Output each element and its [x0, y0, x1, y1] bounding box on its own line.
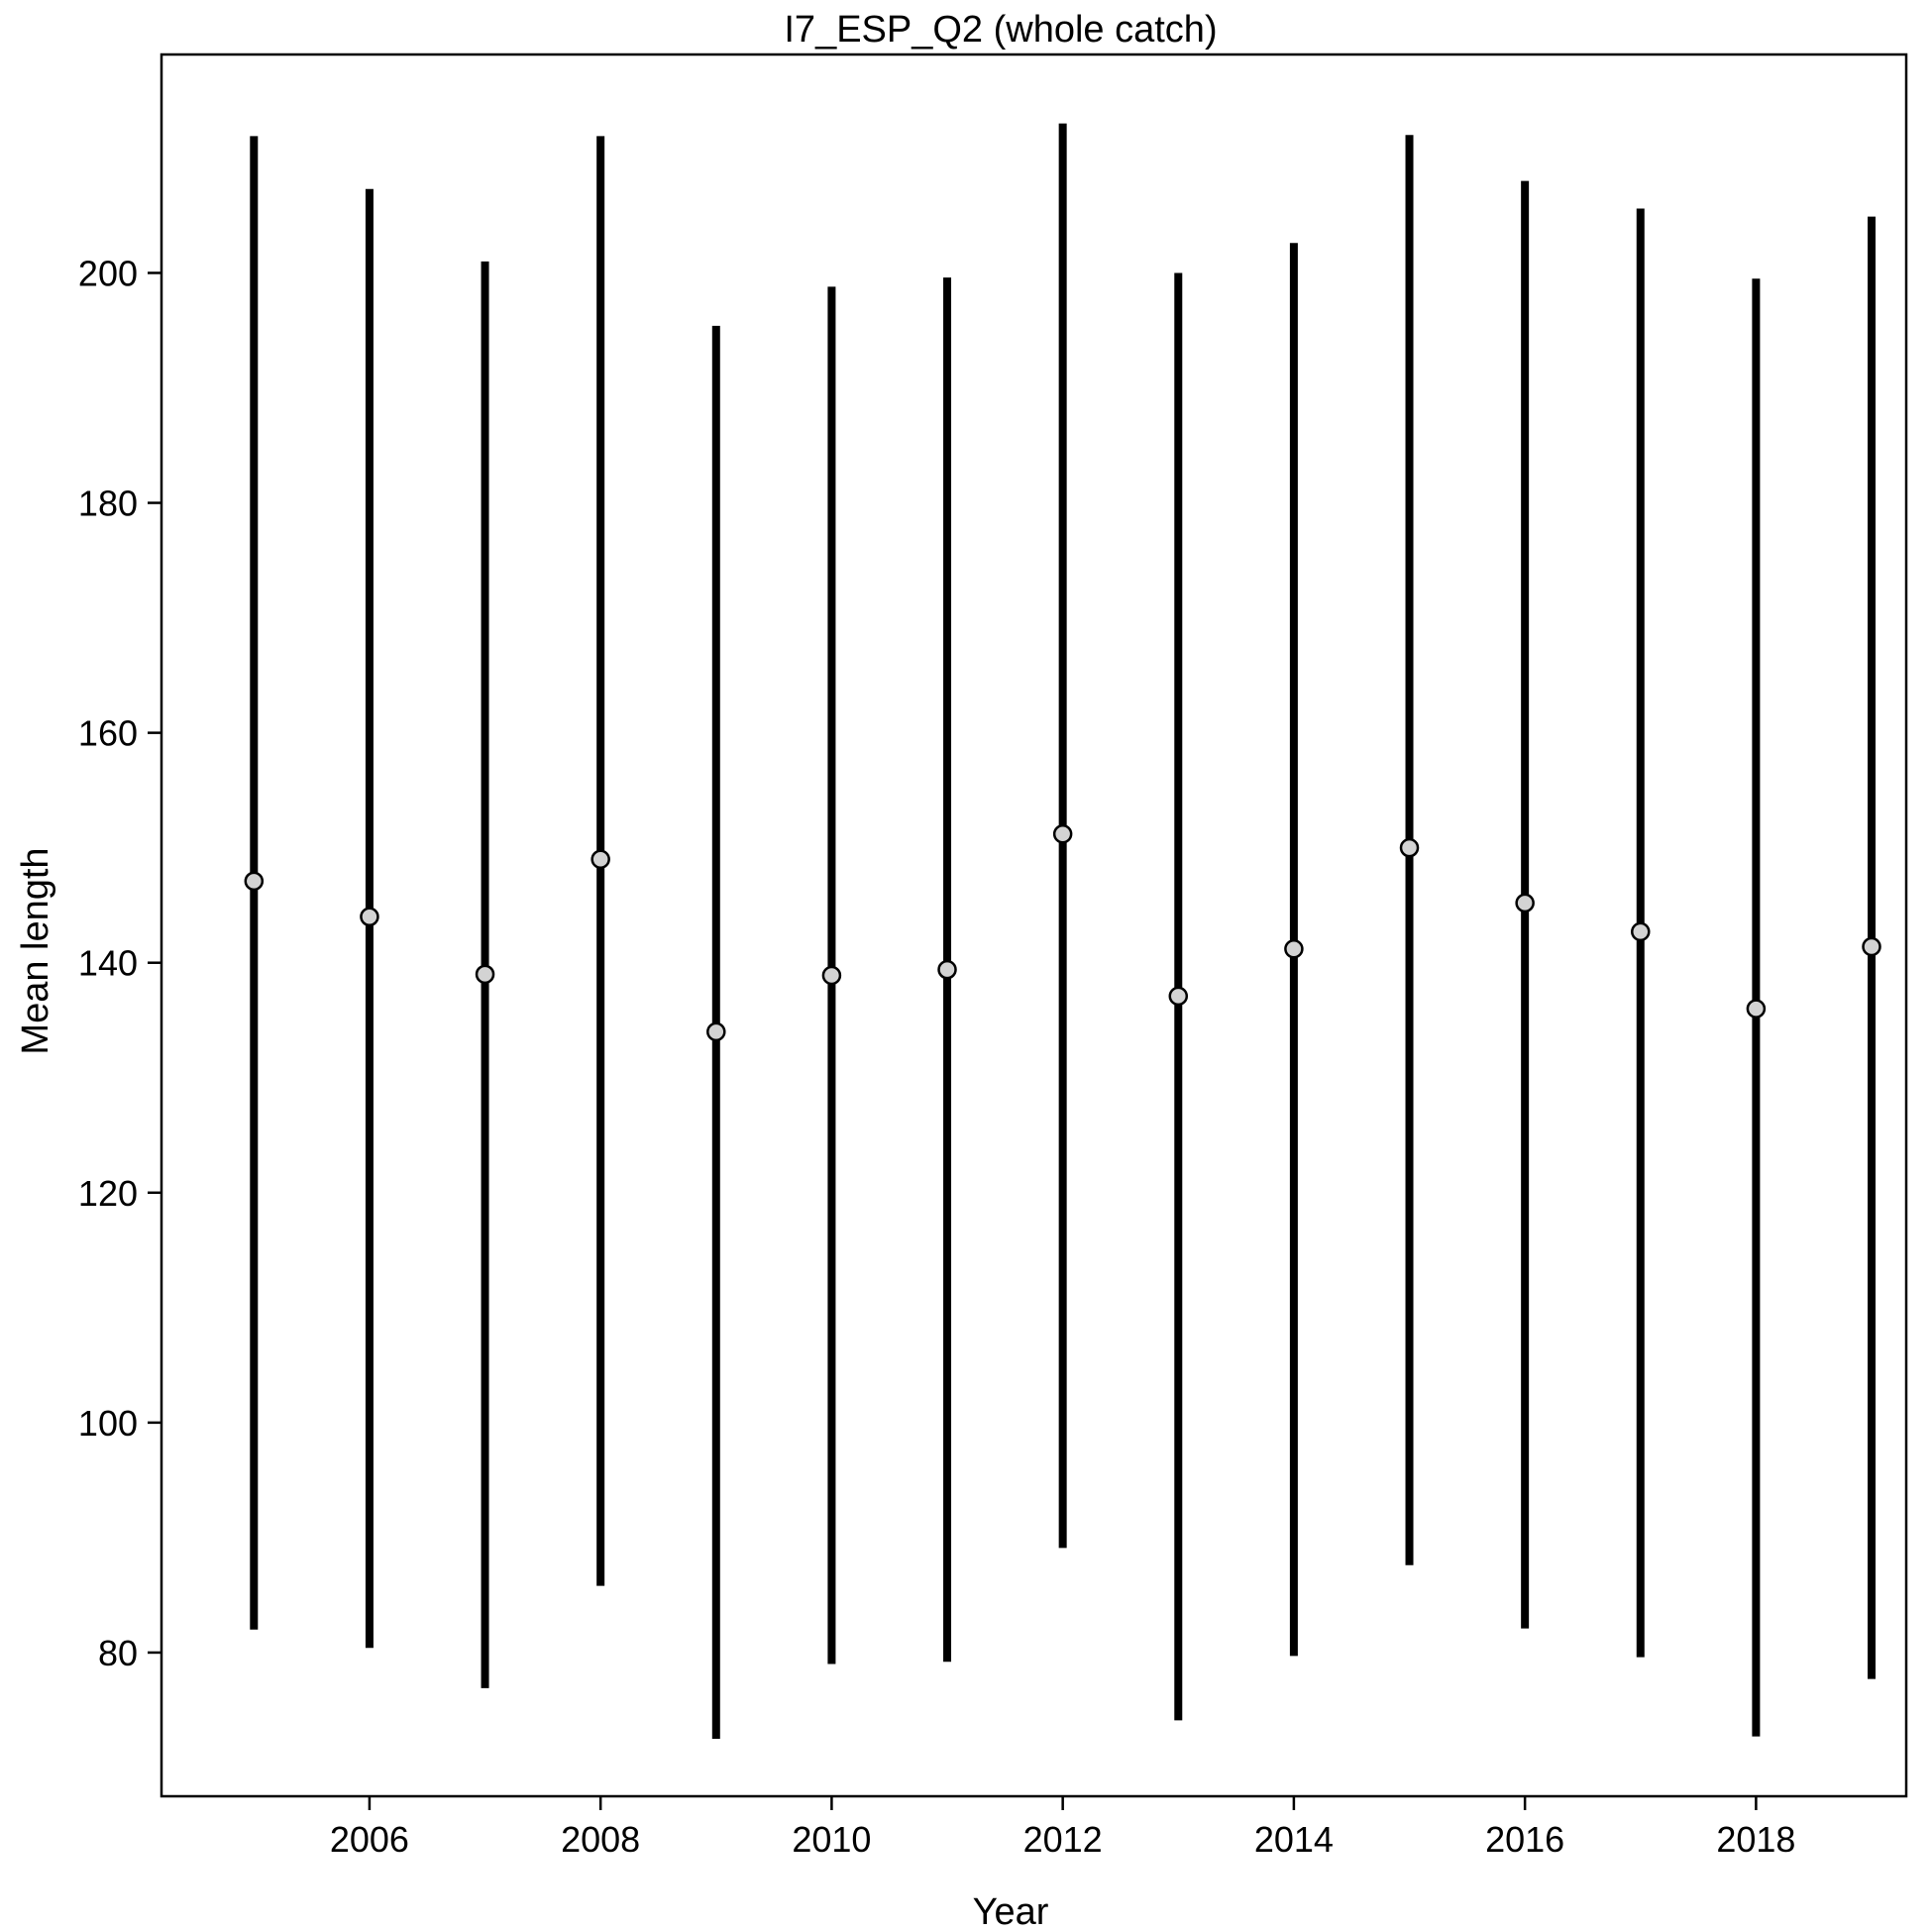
- y-tick-label: 180: [78, 483, 138, 524]
- mean-points: [244, 823, 1881, 1042]
- x-tick-label: 2006: [330, 1819, 409, 1860]
- mean-point: [706, 1021, 726, 1042]
- mean-point: [1052, 823, 1073, 844]
- mean-point: [1284, 939, 1304, 959]
- y-tick-label: 120: [78, 1173, 138, 1214]
- mean-point: [821, 965, 842, 986]
- x-tick-label: 2014: [1254, 1819, 1334, 1860]
- y-tick-label: 140: [78, 943, 138, 984]
- error-bars: [250, 123, 1877, 1739]
- chart-title: I7_ESP_Q2 (whole catch): [784, 9, 1217, 51]
- y-tick-label: 80: [98, 1633, 138, 1673]
- x-axis-label: Year: [973, 1891, 1049, 1932]
- x-axis: 2006 2008 2010 2012 2014 2016 2018: [330, 1796, 1795, 1860]
- mean-point: [1862, 936, 1881, 957]
- y-axis: 80 100 120 140 160 180 200: [78, 253, 161, 1673]
- plot-frame: [160, 53, 1908, 1798]
- y-tick-label: 100: [78, 1403, 138, 1444]
- mean-point: [1399, 837, 1420, 858]
- x-tick-label: 2016: [1485, 1819, 1564, 1860]
- mean-point: [1746, 999, 1767, 1019]
- mean-point: [244, 871, 265, 892]
- x-tick-label: 2010: [792, 1819, 871, 1860]
- y-axis-label: Mean length: [15, 847, 56, 1054]
- mean-point: [360, 907, 379, 927]
- x-tick-label: 2018: [1716, 1819, 1795, 1860]
- mean-point: [1515, 893, 1535, 913]
- mean-point: [475, 964, 495, 985]
- mean-point: [1631, 921, 1651, 942]
- mean-point: [937, 959, 957, 980]
- x-tick-label: 2008: [561, 1819, 640, 1860]
- y-tick-label: 160: [78, 713, 138, 754]
- y-tick-label: 200: [78, 253, 138, 293]
- x-tick-label: 2012: [1023, 1819, 1103, 1860]
- mean-point: [1168, 986, 1189, 1007]
- mean-point: [590, 849, 610, 870]
